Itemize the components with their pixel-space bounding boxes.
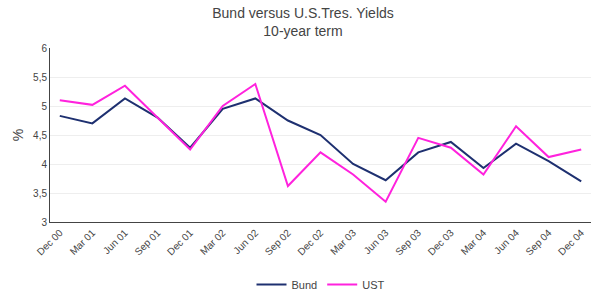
svg-text:5: 5 [41, 101, 47, 112]
svg-text:5,5: 5,5 [33, 72, 47, 83]
svg-text:Jun 02: Jun 02 [231, 227, 260, 256]
svg-text:Mar 02: Mar 02 [198, 227, 228, 257]
svg-text:Jun 01: Jun 01 [101, 227, 130, 256]
svg-text:4,5: 4,5 [33, 130, 47, 141]
svg-text:6: 6 [41, 43, 47, 54]
svg-text:Sep 03: Sep 03 [393, 227, 423, 257]
svg-text:Dec 01: Dec 01 [165, 227, 195, 257]
svg-text:Mar 01: Mar 01 [68, 227, 98, 257]
svg-text:Jun 04: Jun 04 [492, 227, 521, 256]
svg-text:Dec 04: Dec 04 [556, 227, 586, 257]
svg-text:Bund versus U.S.Tres. Yields10: Bund versus U.S.Tres. Yields10-year term [212, 5, 394, 39]
svg-text:4: 4 [41, 159, 47, 170]
svg-text:Dec 03: Dec 03 [426, 227, 456, 257]
svg-text:Mar 04: Mar 04 [459, 227, 489, 257]
svg-text:Bund: Bund [292, 279, 318, 291]
svg-text:Sep 02: Sep 02 [263, 227, 293, 257]
svg-text:Dec 00: Dec 00 [35, 227, 65, 257]
svg-text:Sep 04: Sep 04 [523, 227, 553, 257]
svg-text:Sep 01: Sep 01 [132, 227, 162, 257]
svg-text:3,5: 3,5 [33, 188, 47, 199]
svg-text:Dec 02: Dec 02 [295, 227, 325, 257]
svg-text:3: 3 [41, 217, 47, 228]
svg-text:%: % [10, 129, 26, 141]
svg-text:Mar 03: Mar 03 [328, 227, 358, 257]
svg-text:Jun 03: Jun 03 [362, 227, 391, 256]
svg-text:UST: UST [362, 279, 384, 291]
